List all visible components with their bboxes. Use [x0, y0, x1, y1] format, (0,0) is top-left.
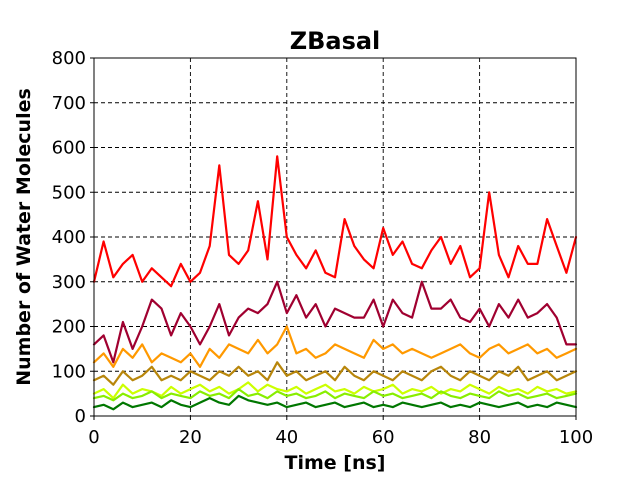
series-line-7 — [92, 394, 578, 411]
series-line-5 — [92, 381, 578, 400]
y-tick-label: 100 — [52, 361, 86, 382]
chart-title: ZBasal — [290, 27, 381, 55]
series-line-3 — [92, 325, 578, 368]
y-tick-label: 200 — [52, 317, 86, 338]
series-line-2 — [92, 280, 578, 364]
y-tick-label: 0 — [75, 406, 86, 427]
x-tick-label: 80 — [468, 427, 491, 448]
x-axis-label: Time [ns] — [285, 452, 386, 474]
x-tick-label: 60 — [372, 427, 395, 448]
x-tick-label: 0 — [88, 427, 99, 448]
x-tick-label: 40 — [275, 427, 298, 448]
grid-lines — [94, 58, 576, 416]
y-tick-label: 300 — [52, 272, 86, 293]
y-tick-label: 600 — [52, 138, 86, 159]
series-line-6 — [92, 388, 578, 402]
series-line-1 — [92, 155, 578, 288]
y-axis-label: Number of Water Molecules — [13, 88, 35, 386]
series-line-4 — [92, 361, 578, 386]
axis-ticks: 0 20 40 60 80 100 0 100 200 300 400 500 600 700 800 — [52, 48, 594, 448]
y-tick-label: 700 — [52, 93, 86, 114]
x-tick-label: 100 — [559, 427, 593, 448]
x-tick-label: 20 — [179, 427, 202, 448]
plot-frame — [93, 57, 577, 417]
y-tick-label: 500 — [52, 182, 86, 203]
y-tick-label: 800 — [52, 48, 86, 69]
y-tick-label: 400 — [52, 227, 86, 248]
series-layer — [92, 155, 578, 411]
